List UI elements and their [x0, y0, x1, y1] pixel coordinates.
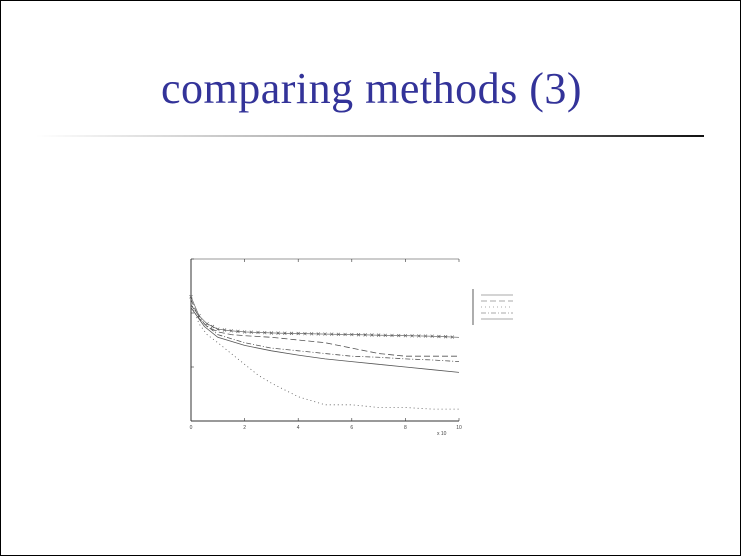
series-marker	[329, 332, 334, 336]
x-tick-label: 0	[190, 425, 193, 431]
series-marker	[403, 333, 408, 338]
series-5	[190, 307, 460, 373]
chart-series-layer	[189, 295, 460, 410]
series-marker	[296, 331, 300, 336]
series-marker	[383, 333, 388, 337]
x-tick-label: 2	[243, 425, 246, 431]
chart-figure: 0 2 4 6 8 10 x 10	[161, 251, 581, 456]
series-marker	[309, 332, 314, 336]
series-marker	[189, 295, 193, 299]
chart-legend	[472, 289, 513, 325]
series-marker	[410, 334, 414, 338]
series-marker	[323, 332, 327, 336]
series-marker	[216, 327, 220, 331]
series-line	[190, 307, 460, 373]
series-4	[190, 304, 460, 362]
series-line	[190, 302, 459, 410]
series-marker	[210, 324, 215, 329]
series-marker	[336, 332, 341, 337]
series-marker	[396, 333, 401, 338]
series-marker	[205, 322, 209, 326]
series-marker	[303, 331, 307, 336]
series-marker	[289, 331, 294, 336]
series-marker	[249, 330, 254, 334]
series-marker	[269, 331, 274, 335]
series-marker	[423, 334, 428, 338]
series-marker	[262, 330, 267, 335]
series-line	[190, 304, 460, 362]
series-marker	[363, 333, 367, 337]
title-divider	[36, 135, 704, 137]
series-marker	[443, 335, 448, 339]
series-marker	[390, 333, 394, 338]
chart-axes	[190, 258, 459, 422]
series-marker	[343, 332, 347, 337]
series-marker	[417, 334, 421, 338]
x-tick-label: 6	[350, 425, 353, 431]
series-marker	[430, 334, 434, 338]
series-marker	[256, 330, 260, 335]
series-marker	[283, 331, 287, 335]
series-marker	[242, 330, 247, 334]
series-line	[190, 299, 459, 357]
x-tick-label: 4	[297, 425, 300, 431]
x-tick-label: 8	[404, 425, 407, 431]
series-marker	[356, 333, 361, 337]
series-marker	[370, 333, 374, 337]
series-marker	[236, 329, 240, 334]
series-marker	[350, 332, 354, 337]
series-1	[189, 295, 460, 339]
series-marker	[376, 333, 381, 337]
series-2	[190, 299, 459, 357]
x-tick-label: 10	[456, 425, 462, 431]
series-marker	[222, 328, 227, 332]
series-marker	[276, 331, 280, 335]
chart-ticks: 0 2 4 6 8 10 x 10	[190, 258, 462, 437]
series-marker	[437, 334, 441, 339]
series-marker	[450, 335, 455, 339]
series-3	[190, 302, 459, 410]
slide-title: comparing methods (3)	[160, 64, 583, 113]
series-marker	[316, 332, 321, 336]
x-multiplier-label: x 10	[437, 431, 447, 437]
series-marker	[229, 329, 233, 333]
line-chart: 0 2 4 6 8 10 x 10	[189, 258, 513, 437]
